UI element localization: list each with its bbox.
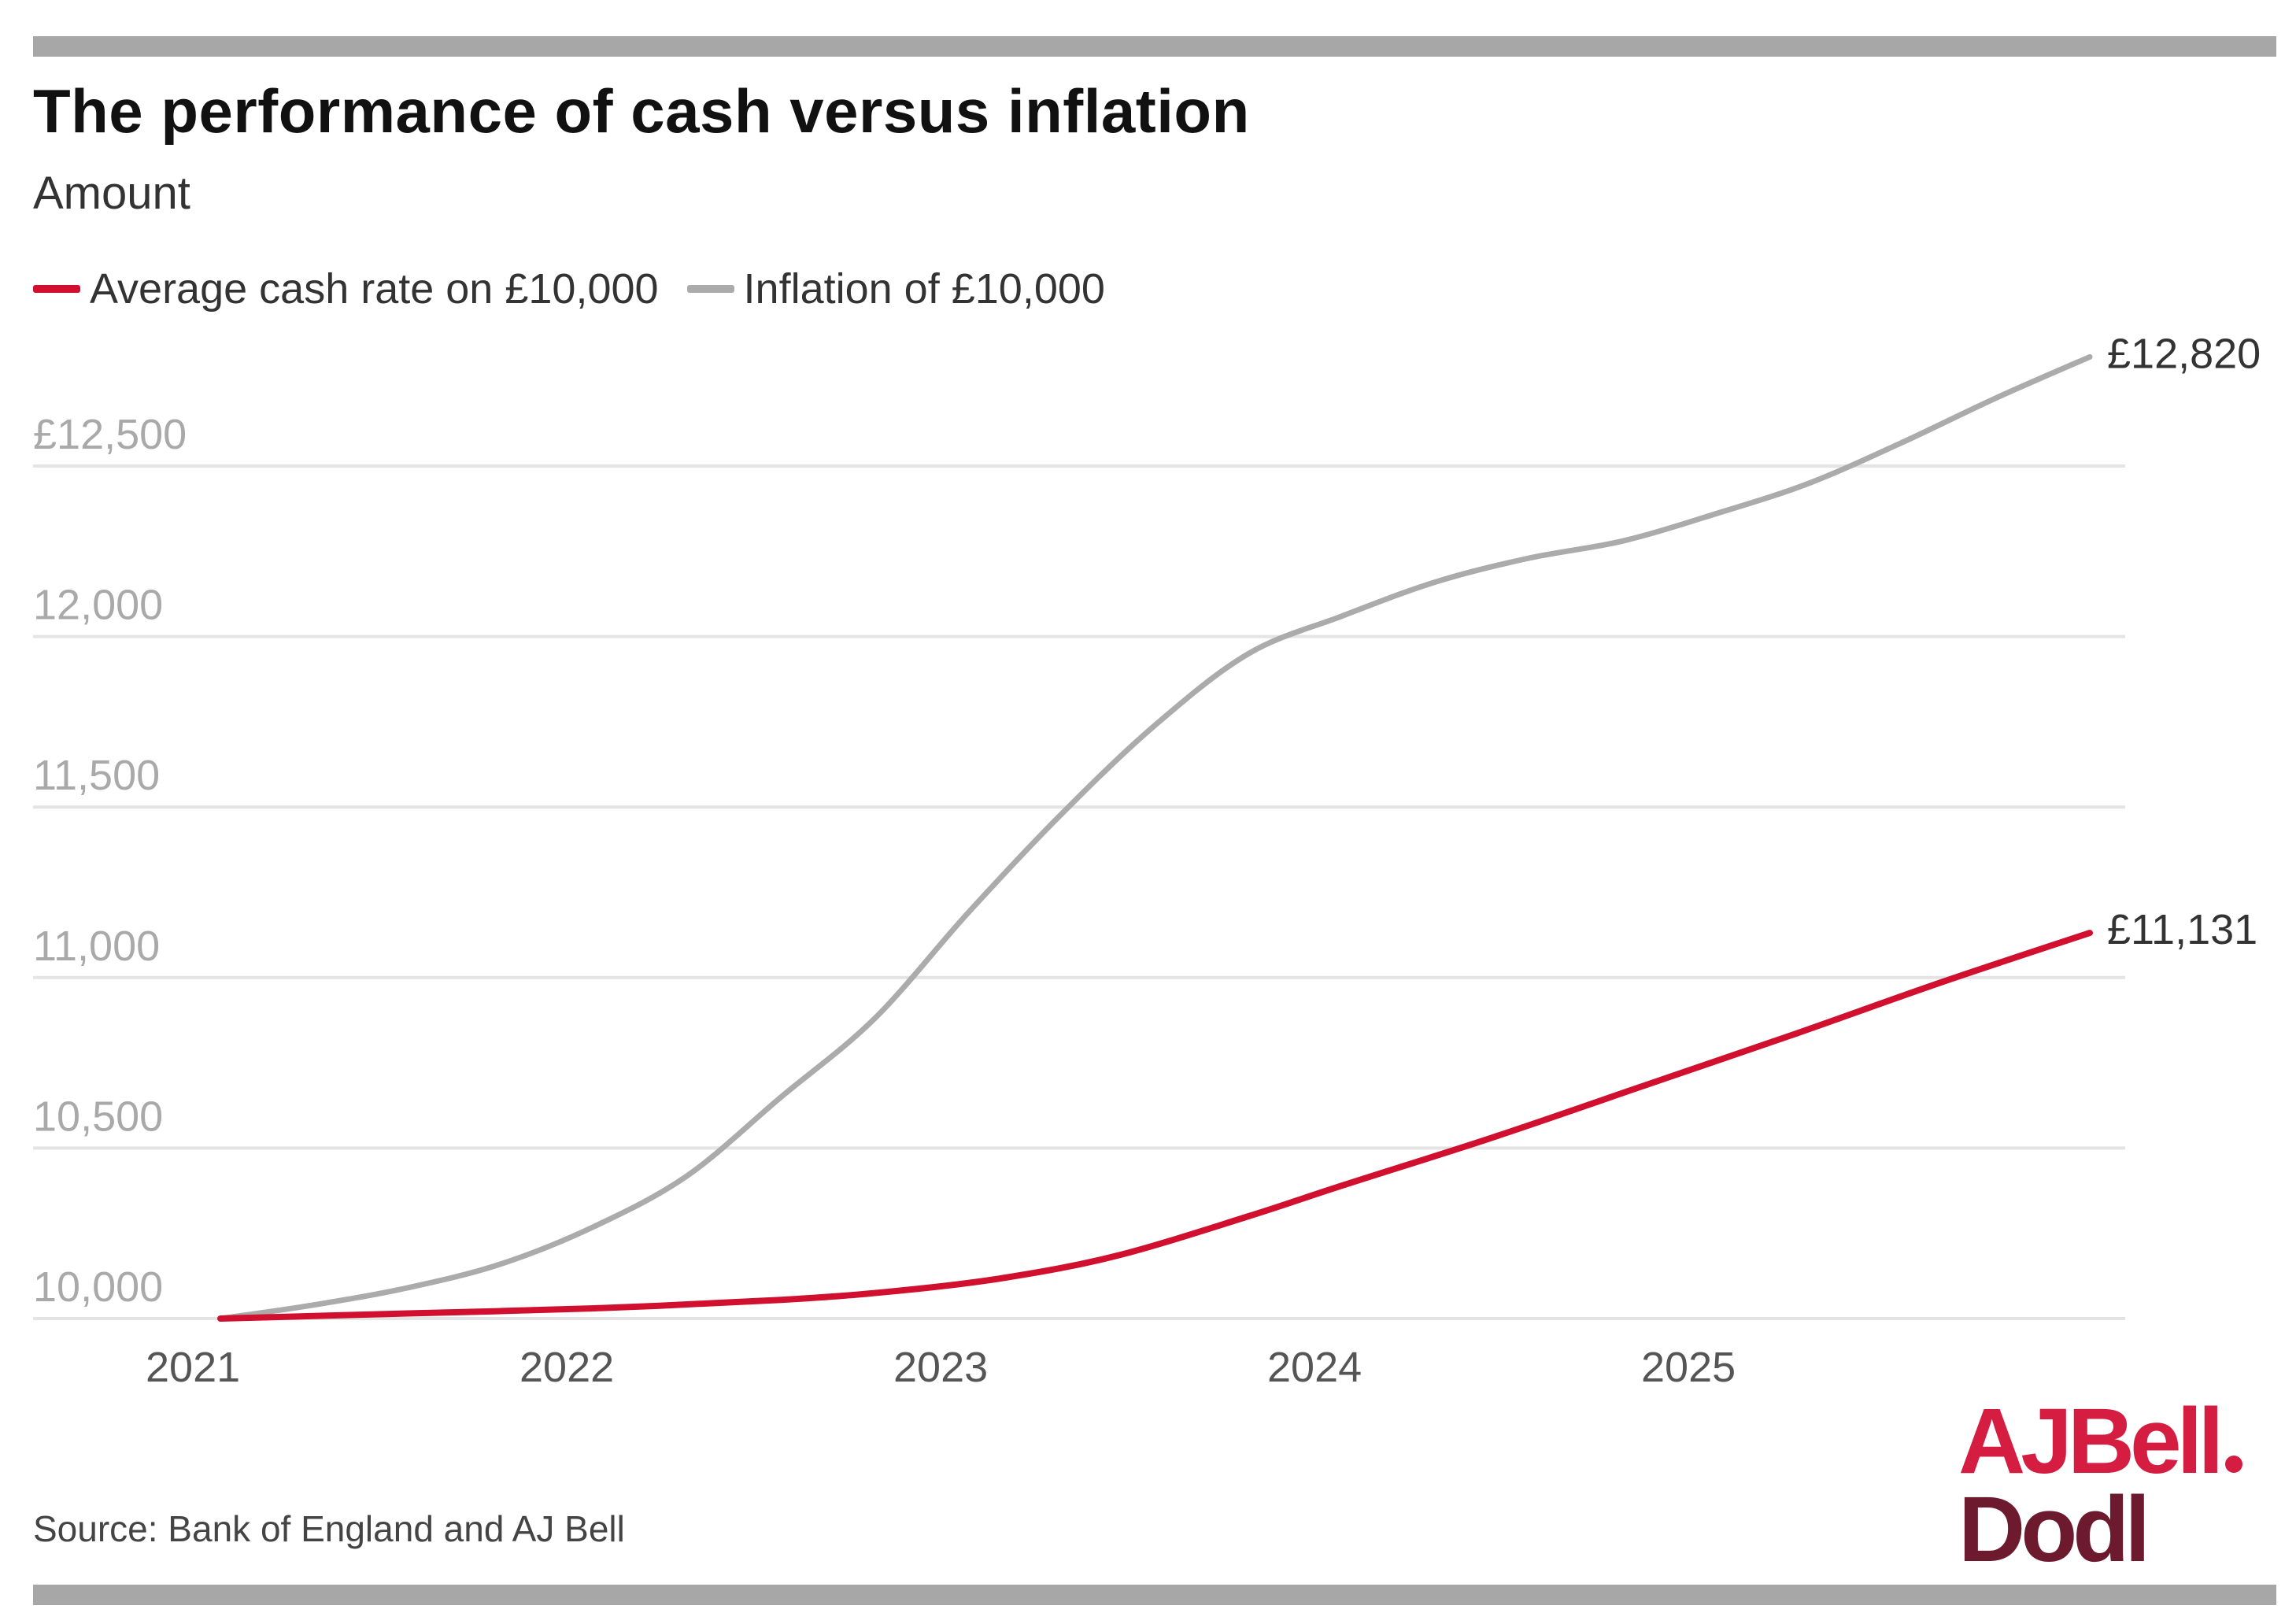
legend-label-cash: Average cash rate on £10,000 (90, 265, 659, 313)
logo-ajbell: AJBell (1958, 1395, 2243, 1488)
ajbell-dodl-logo: AJBell Dodl (1958, 1395, 2243, 1581)
y-tick-label-11000: 11,000 (33, 923, 160, 970)
series-line-inflation (217, 353, 2093, 1322)
logo-dodl: Dodl (1958, 1478, 2150, 1581)
legend-swatch-inflation (686, 285, 734, 293)
legend-swatch-cash (33, 285, 80, 293)
logo-dot (2225, 1456, 2243, 1473)
x-tick-label-2023: 2023 (893, 1344, 988, 1391)
top-rule (33, 36, 2276, 57)
grid-layer (33, 464, 2125, 1320)
chart-title: The performance of cash versus inflation (33, 76, 1250, 146)
y-tick-label-10500: 10,500 (33, 1093, 163, 1140)
y-tick-label-11500: 11,500 (33, 752, 160, 799)
y-tick-label-10000: 10,000 (33, 1263, 163, 1311)
legend-label-inflation: Inflation of £10,000 (743, 265, 1105, 313)
y-tick-label-12000: 12,000 (33, 582, 163, 629)
chart-subtitle: Amount (33, 168, 190, 219)
legend-item-cash: Average cash rate on £10,000 (33, 265, 659, 313)
y-tick-label-12500: £12,500 (33, 411, 187, 458)
logo-ajbell-text: AJBell (1958, 1389, 2224, 1493)
series-line-cash (217, 930, 2093, 1322)
x-tick-label-2022: 2022 (519, 1344, 614, 1391)
end-labels: £12,820 £11,131 (2107, 330, 2261, 953)
x-tick-labels: 2021 2022 2023 2024 2025 (146, 1344, 1736, 1391)
end-label-inflation: £12,820 (2107, 330, 2261, 377)
source-note: Source: Bank of England and AJ Bell (33, 1508, 625, 1549)
bottom-rule (33, 1585, 2276, 1605)
legend: Average cash rate on £10,000 Inflation o… (33, 265, 1133, 313)
legend-item-inflation: Inflation of £10,000 (686, 265, 1105, 313)
y-tick-labels: 10,000 10,500 11,000 11,500 12,000 £12,500 (33, 411, 187, 1311)
end-label-cash: £11,131 (2107, 906, 2257, 953)
x-tick-label-2021: 2021 (146, 1344, 240, 1391)
x-tick-label-2025: 2025 (1641, 1344, 1736, 1391)
series-layer (217, 353, 2093, 1322)
x-tick-label-2024: 2024 (1267, 1344, 1362, 1391)
